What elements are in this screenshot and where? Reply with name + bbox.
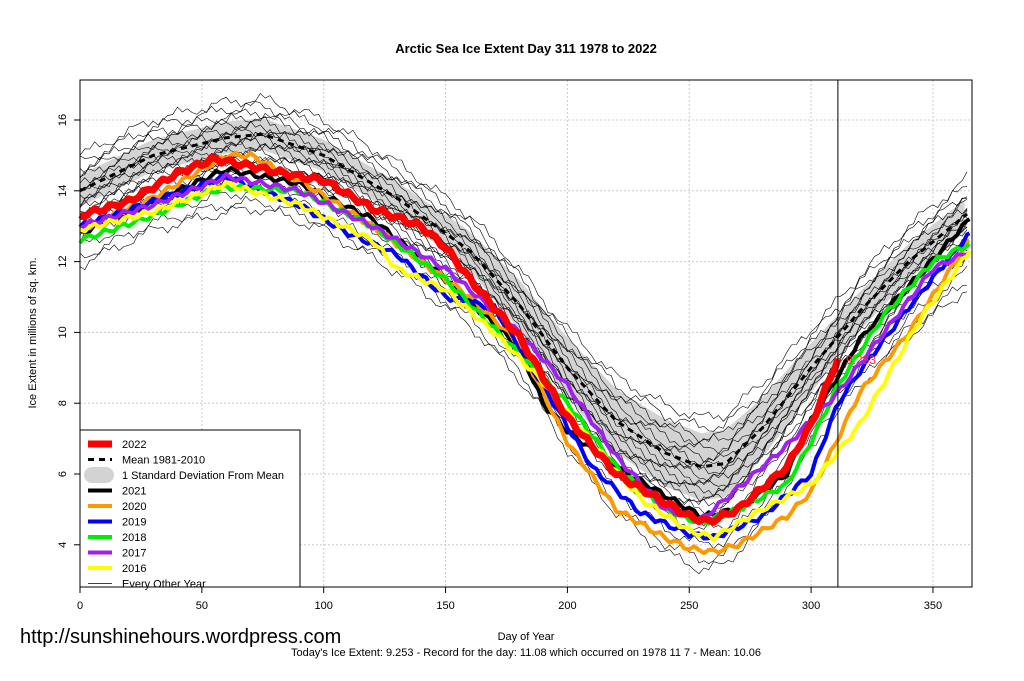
legend-swatch-band <box>84 467 114 483</box>
footer-stats: Today's Ice Extent: 9.253 - Record for t… <box>291 647 761 659</box>
legend-label: 2017 <box>122 548 146 560</box>
x-tick-label: 100 <box>315 600 333 612</box>
legend-label: 2016 <box>122 563 146 575</box>
legend-label: 2018 <box>122 532 146 544</box>
x-tick-label: 150 <box>436 600 454 612</box>
legend-label: 2020 <box>122 501 146 513</box>
y-tick-label: 6 <box>57 471 69 477</box>
every-other-year-line <box>79 140 968 487</box>
y-tick-label: 12 <box>57 255 69 267</box>
chart-title: Arctic Sea Ice Extent Day 311 1978 to 20… <box>395 41 657 56</box>
current-value-label: 9.253 <box>846 353 876 367</box>
plot-frame <box>79 79 973 588</box>
legend-box <box>79 429 301 588</box>
y-tick-label: 4 <box>57 542 69 548</box>
y-axis-label: Ice Extent in millions of sq. km. <box>27 258 39 409</box>
series-line-2016 <box>79 180 972 543</box>
every-other-year-line <box>79 101 968 432</box>
legend-label: Every Other Year <box>122 579 206 591</box>
legend-label: 1 Standard Deviation From Mean <box>122 470 284 482</box>
x-axis-label: Day of Year <box>498 631 555 643</box>
x-tick-label: 250 <box>680 600 698 612</box>
x-tick-label: 50 <box>196 600 208 612</box>
every-other-year-line <box>79 92 968 422</box>
every-other-year-line <box>79 116 968 455</box>
x-tick-label: 350 <box>924 600 942 612</box>
series-line-2018 <box>78 183 971 526</box>
every-other-year-line <box>79 144 968 488</box>
x-tick-label: 300 <box>802 600 820 612</box>
every-other-year-line <box>79 137 968 483</box>
legend-label: 2021 <box>122 486 146 498</box>
y-tick-label: 8 <box>57 400 69 406</box>
every-other-year-line <box>79 126 968 467</box>
y-tick-label: 14 <box>57 185 69 197</box>
watermark: http://sunshinehours.wordpress.com <box>20 626 341 648</box>
every-other-year-line <box>79 156 968 509</box>
legend-label: 2022 <box>122 439 146 451</box>
y-tick-label: 10 <box>57 326 69 338</box>
series-line-2022 <box>78 153 842 526</box>
legend-label: Mean 1981-2010 <box>122 455 205 467</box>
every-other-year-line <box>79 129 968 470</box>
x-tick-label: 0 <box>77 600 83 612</box>
legend-label: 2019 <box>122 517 146 529</box>
x-tick-label: 200 <box>558 600 576 612</box>
every-other-year-line <box>79 205 968 575</box>
every-other-year-line <box>79 108 968 444</box>
y-tick-label: 16 <box>57 114 69 126</box>
mean-line <box>79 132 969 469</box>
